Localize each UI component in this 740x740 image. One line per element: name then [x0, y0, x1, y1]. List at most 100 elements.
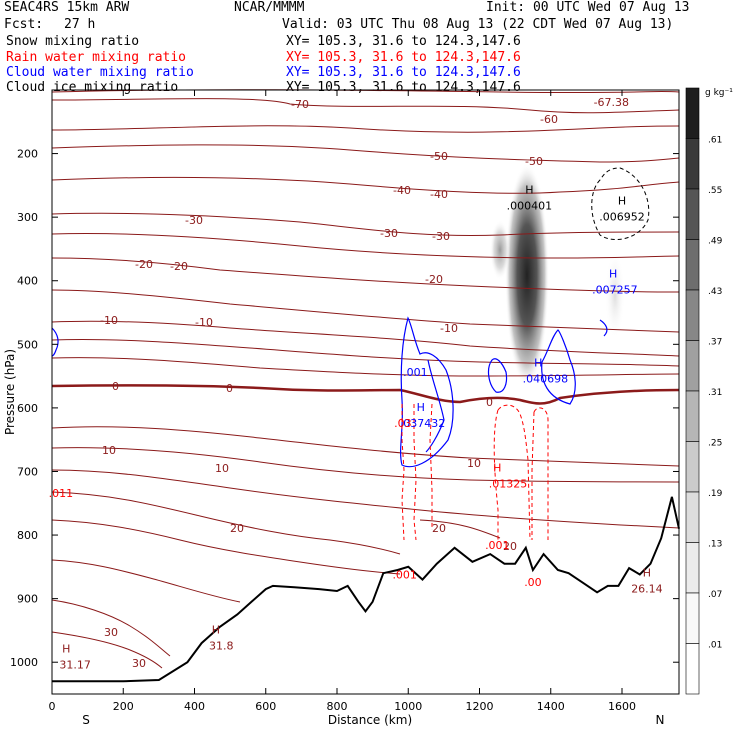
colorbar-tick-label: .07	[708, 590, 722, 600]
x-tick-label: 1400	[537, 700, 565, 713]
y-tick-label: 700	[17, 465, 38, 478]
contour-annotation: 31.17	[59, 659, 91, 672]
contour-annotation: H	[609, 268, 617, 281]
isotherm-label: -30	[380, 227, 398, 240]
colorbar-swatch	[685, 138, 700, 190]
contour-annotation: .001	[403, 366, 428, 379]
y-tick-label: 1000	[10, 656, 38, 669]
colorbar-swatch	[685, 87, 700, 139]
isotherm-label: -60	[540, 113, 558, 126]
colorbar-swatch	[685, 643, 700, 695]
init-time: Init: 00 UTC Wed 07 Aug 13	[486, 0, 690, 15]
y-tick-label: 800	[17, 529, 38, 542]
contour-annotation: H	[643, 566, 651, 579]
plot-frame	[51, 89, 680, 695]
colorbar-swatch	[685, 390, 700, 442]
isotherm-label: 20	[432, 522, 446, 535]
south-end-label: S	[82, 713, 90, 727]
forecast-label: Fcst:	[4, 17, 44, 32]
contour-annotation: .00	[524, 576, 542, 589]
x-axis-label: Distance (km)	[328, 713, 412, 727]
isotherm-label: 10	[467, 457, 481, 470]
colorbar-tick-label: .43	[708, 287, 722, 297]
y-tick-label: 500	[17, 338, 38, 351]
x-tick-label: 200	[113, 700, 134, 713]
colorbar-unit: g kg⁻¹	[705, 88, 733, 98]
isotherm-label: 0	[226, 382, 233, 395]
x-tick-label: 400	[184, 700, 205, 713]
colorbar-tick-label: .31	[708, 388, 722, 398]
isotherm-label: -20	[135, 258, 153, 271]
field-cloudwater-xy: XY= 105.3, 31.6 to 124.3,147.6	[286, 65, 521, 80]
colorbar-swatch	[685, 340, 700, 392]
field-rain-xy: XY= 105.3, 31.6 to 124.3,147.6	[286, 50, 521, 65]
contour-annotation: .006952	[599, 210, 645, 223]
colorbar-swatch	[685, 592, 700, 644]
contour-annotation: H	[62, 643, 70, 656]
isotherm-label: 30	[104, 626, 118, 639]
contour-annotations: -67.38 H .000401 H .006952 H .007257 H .040698 .0…	[49, 96, 663, 672]
contour-annotation: .040698	[523, 372, 569, 385]
colorbar-tick-label: .55	[708, 186, 722, 196]
cloud-water-contours	[51, 316, 608, 468]
isotherm-label: 10	[215, 462, 229, 475]
isotherm-label: 10	[102, 444, 116, 457]
isotherm-label: 20	[230, 522, 244, 535]
colorbar-swatch	[685, 239, 700, 291]
y-tick-label: 300	[17, 211, 38, 224]
isotherm-label: 0	[112, 380, 119, 393]
isotherm-label: -10	[195, 316, 213, 329]
field-rain-label: Rain water mixing ratio	[6, 50, 187, 65]
colorbar: .61 .55 .49 .43 .37 .31 .25 .19 .13 .07 .01	[685, 87, 723, 695]
contour-annotation: .001	[485, 539, 510, 552]
field-snow-label: Snow mixing ratio	[6, 34, 140, 49]
y-tick-label: 600	[17, 402, 38, 415]
x-tick-label: 1000	[394, 700, 422, 713]
contour-annotation: .000401	[507, 200, 553, 213]
y-tick-label: 900	[17, 593, 38, 606]
model-title: SEAC4RS 15km ARW	[4, 0, 130, 15]
x-tick-label: 1200	[466, 700, 494, 713]
contour-annotation: H	[212, 624, 220, 637]
x-axis: 0 200 400 600 800 1000 1200 1400 1600	[49, 90, 636, 713]
isotherm-label: -50	[430, 150, 448, 163]
contour-annotation: H	[493, 461, 501, 474]
cloud-ice-contours	[591, 167, 650, 240]
contour-annotation: .011	[49, 487, 74, 500]
colorbar-swatch	[685, 542, 700, 594]
isotherm-label: -30	[432, 230, 450, 243]
contour-annotation: .001	[392, 568, 417, 581]
isotherm-label: 20	[503, 540, 517, 553]
contour-annotation: H	[417, 401, 425, 414]
contour-annotation: H	[618, 194, 626, 207]
contour-annotation: -67.38	[594, 96, 629, 109]
colorbar-swatch	[685, 441, 700, 493]
colorbar-tick-label: .25	[708, 439, 722, 449]
isotherm-label: -40	[393, 184, 411, 197]
contour-annotation: .03	[394, 417, 412, 430]
north-end-label: N	[656, 713, 665, 727]
isotherm-label: -30	[185, 214, 203, 227]
x-tick-label: 1600	[608, 700, 636, 713]
colorbar-tick-label: .19	[708, 489, 723, 499]
org-label: NCAR/MMMM	[234, 0, 305, 15]
colorbar-tick-label: .61	[708, 136, 722, 146]
isotherm-label: -20	[425, 273, 443, 286]
field-snow-xy: XY= 105.3, 31.6 to 124.3,147.6	[286, 34, 521, 49]
isotherm-label: -70	[291, 98, 309, 111]
isotherm-labels: -70 -60 -50 -50 -40 -40 -30 -30 -30 -20 …	[100, 98, 558, 670]
x-tick-label: 800	[327, 700, 348, 713]
isotherm-label: -20	[170, 260, 188, 273]
field-cloudwater-label: Cloud water mixing ratio	[6, 65, 194, 80]
y-tick-label: 400	[17, 275, 38, 288]
isotherm-label: 30	[132, 657, 146, 670]
isotherm-lines	[51, 89, 680, 669]
contour-annotation: .037432	[400, 417, 446, 430]
colorbar-swatch	[685, 491, 700, 543]
contour-annotation: H	[534, 357, 542, 370]
valid-time: Valid: 03 UTC Thu 08 Aug 13 (22 CDT Wed …	[282, 17, 674, 32]
isotherm-label: -10	[100, 314, 118, 327]
y-axis-label: Pressure (hPa)	[3, 349, 17, 435]
